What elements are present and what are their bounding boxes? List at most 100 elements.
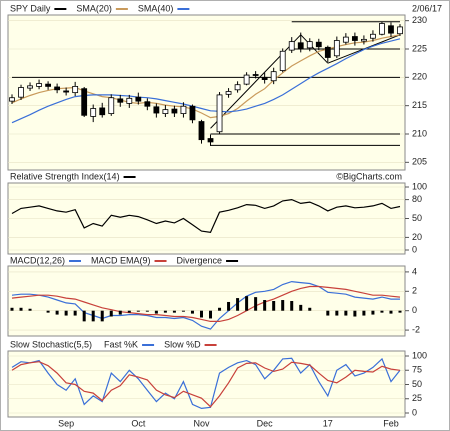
candle-body bbox=[45, 83, 51, 87]
chart-date: 2/06/17 bbox=[412, 3, 442, 13]
divergence-bar bbox=[290, 301, 294, 311]
divergence-bar bbox=[209, 310, 213, 319]
candle-body bbox=[306, 41, 313, 49]
divergence-bar bbox=[254, 297, 258, 311]
candle-body bbox=[351, 36, 358, 41]
divergence-bar bbox=[109, 310, 113, 317]
x-tick-label: Dec bbox=[257, 418, 274, 428]
candle-body bbox=[171, 108, 178, 114]
y-tick-label: 2 bbox=[412, 286, 417, 296]
candle-body bbox=[81, 88, 88, 116]
divergence-bar bbox=[64, 310, 68, 316]
divergence-bar bbox=[344, 310, 348, 316]
candle-body bbox=[388, 25, 394, 34]
divergence-bar bbox=[145, 310, 149, 312]
divergence-bar bbox=[73, 310, 77, 316]
divergence-bar bbox=[308, 307, 312, 311]
legend-label: SPY Daily bbox=[10, 3, 51, 13]
series-line bbox=[11, 280, 400, 330]
source-label: ©BigCharts.com bbox=[336, 171, 402, 181]
series-line bbox=[11, 38, 401, 124]
y-tick-label: -2 bbox=[412, 324, 420, 334]
candle-body bbox=[324, 46, 331, 58]
candle-body bbox=[90, 108, 97, 117]
y-tick-label: 80 bbox=[412, 194, 422, 204]
candle-body bbox=[361, 38, 367, 42]
y-tick-label: 225 bbox=[412, 43, 427, 53]
series-line bbox=[11, 357, 401, 410]
candle-body bbox=[252, 74, 259, 76]
legend-label: Slow %D bbox=[164, 339, 201, 349]
x-tick-label: 17 bbox=[323, 418, 333, 428]
candle-body bbox=[216, 94, 223, 133]
divergence-bar bbox=[326, 310, 330, 316]
divergence-bar bbox=[299, 304, 303, 311]
divergence-bar bbox=[118, 310, 122, 315]
divergence-bar bbox=[181, 310, 185, 312]
candle-body bbox=[99, 107, 106, 116]
divergence-bar bbox=[236, 298, 240, 311]
divergence-bar bbox=[91, 310, 95, 322]
trendline bbox=[300, 34, 329, 64]
candle-body bbox=[243, 74, 250, 85]
candle-body bbox=[135, 96, 142, 102]
divergence-bar bbox=[172, 310, 176, 313]
panel-frame bbox=[7, 350, 406, 418]
candle-body bbox=[180, 105, 187, 114]
candle-body bbox=[397, 26, 403, 35]
y-tick-label: 230 bbox=[412, 15, 427, 25]
legend-label: Divergence bbox=[177, 255, 223, 265]
divergence-bar bbox=[353, 310, 357, 317]
divergence-bar bbox=[46, 310, 50, 313]
divergence-bar bbox=[263, 300, 267, 311]
legend-label: SMA(40) bbox=[138, 3, 174, 13]
candle-body bbox=[379, 23, 385, 35]
y-tick-label: 0 bbox=[412, 407, 417, 417]
legend-label: MACD EMA(9) bbox=[91, 255, 151, 265]
candle-body bbox=[225, 91, 232, 95]
divergence-bar bbox=[10, 307, 14, 311]
divergence-bar bbox=[272, 301, 276, 311]
x-tick-label: Oct bbox=[131, 418, 146, 428]
divergence-bar bbox=[389, 310, 393, 314]
legend-label: MACD(12,26) bbox=[10, 255, 65, 265]
y-tick-label: 100 bbox=[412, 350, 427, 360]
legend-label: Fast %K bbox=[104, 339, 138, 349]
divergence-bar bbox=[199, 310, 203, 318]
divergence-bar bbox=[398, 310, 402, 313]
divergence-bar bbox=[190, 310, 194, 314]
divergence-bar bbox=[136, 310, 140, 312]
y-tick-label: 75 bbox=[412, 365, 422, 375]
y-tick-label: 25 bbox=[412, 393, 422, 403]
y-tick-label: 4 bbox=[412, 266, 417, 276]
panel-frame bbox=[7, 265, 406, 337]
y-tick-label: 50 bbox=[412, 213, 422, 223]
candle-body bbox=[153, 106, 160, 114]
y-tick-label: 0 bbox=[412, 305, 417, 315]
candle-body bbox=[207, 138, 214, 143]
legend-label: SMA(20) bbox=[76, 3, 112, 13]
divergence-bar bbox=[100, 310, 104, 322]
candle-body bbox=[36, 83, 42, 87]
y-tick-label: 100 bbox=[412, 181, 427, 191]
y-tick-label: 220 bbox=[412, 72, 427, 82]
divergence-bar bbox=[245, 296, 249, 311]
candle-body bbox=[108, 97, 115, 114]
x-tick-label: Feb bbox=[383, 418, 399, 428]
candle-body bbox=[370, 33, 376, 39]
candle-body bbox=[270, 71, 277, 82]
candle-body bbox=[162, 109, 169, 114]
divergence-bar bbox=[163, 310, 167, 313]
legend-label: Relative Strength Index(14) bbox=[10, 171, 120, 181]
x-tick-label: Sep bbox=[58, 418, 74, 428]
candle-body bbox=[126, 97, 133, 104]
divergence-bar bbox=[154, 310, 158, 314]
series-line bbox=[11, 361, 401, 408]
divergence-bar bbox=[28, 308, 32, 311]
candle-body bbox=[333, 40, 340, 57]
divergence-bar bbox=[19, 307, 23, 311]
legend-label: Slow Stochastic(5,5) bbox=[10, 339, 92, 349]
divergence-bar bbox=[82, 310, 86, 322]
y-tick-label: 205 bbox=[412, 157, 427, 167]
